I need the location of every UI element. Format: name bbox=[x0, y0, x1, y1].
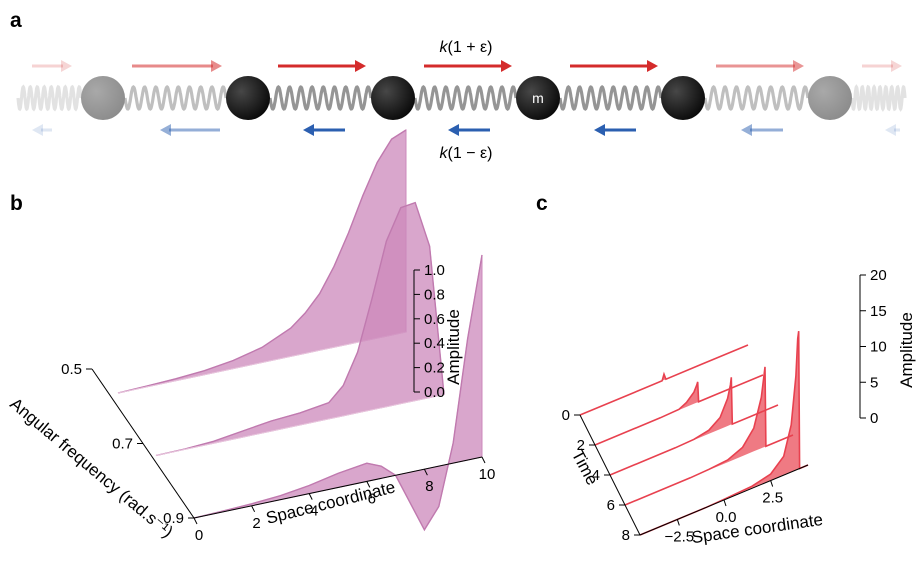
y-tick-label: 0.5 bbox=[61, 361, 82, 378]
z-tick-label: 0.8 bbox=[424, 286, 445, 303]
x-tick-label: 6 bbox=[368, 490, 376, 507]
y-tick-label: 6 bbox=[607, 497, 615, 514]
backward-arrow-head bbox=[741, 124, 752, 136]
y-tick-label: 0.7 bbox=[112, 436, 133, 453]
y-tick-label: 0 bbox=[562, 407, 570, 424]
series-line-3 bbox=[624, 366, 794, 506]
mass-spring-chain: m bbox=[16, 60, 907, 136]
mass-shine bbox=[81, 76, 125, 120]
series-baseline-1 bbox=[155, 394, 445, 456]
series-area-0 bbox=[580, 345, 748, 415]
x-tick-label: 0 bbox=[195, 527, 203, 544]
x-tick bbox=[770, 480, 774, 487]
backward-arrow-head bbox=[448, 124, 459, 136]
panel-c-x-label: Space coordinate bbox=[690, 510, 824, 547]
z-tick-label: 0.4 bbox=[424, 335, 445, 352]
panel-c-label: c bbox=[536, 192, 548, 215]
x-tick bbox=[251, 505, 256, 513]
x-tick bbox=[423, 468, 428, 476]
spring bbox=[413, 85, 518, 111]
y-tick-label: 2 bbox=[577, 437, 585, 454]
x-tick-label: −2.5 bbox=[665, 528, 695, 545]
z-tick-label: 15 bbox=[870, 303, 887, 320]
series-area-3 bbox=[625, 366, 793, 505]
spring bbox=[123, 85, 228, 111]
spring bbox=[558, 84, 663, 112]
y-tick-label: 0.9 bbox=[163, 510, 184, 527]
x-tick bbox=[481, 456, 486, 464]
y-tick-label: 4 bbox=[592, 467, 600, 484]
series-line-2 bbox=[609, 377, 779, 476]
backward-arrow-head bbox=[32, 124, 43, 136]
backward-arrow-head bbox=[303, 124, 314, 136]
x-tick-label: 4 bbox=[310, 503, 318, 520]
z-tick-label: 5 bbox=[870, 374, 878, 391]
series-line-1 bbox=[155, 201, 445, 457]
z-tick-label: 0.0 bbox=[424, 384, 445, 401]
forward-arrow-head bbox=[793, 60, 804, 72]
backward-arrow-head bbox=[594, 124, 605, 136]
forward-arrow-head bbox=[61, 60, 72, 72]
z-tick-label: 10 bbox=[870, 339, 887, 356]
mass-shine bbox=[371, 76, 415, 120]
mass-shine bbox=[516, 76, 560, 120]
x-tick-label: 2.5 bbox=[762, 490, 783, 507]
x-tick bbox=[723, 499, 727, 507]
forward-arrow-head bbox=[647, 60, 658, 72]
spring bbox=[16, 84, 83, 112]
x-tick bbox=[308, 493, 313, 500]
panel-b-y-label: Angular frequency (rad.s⁻¹) bbox=[6, 394, 176, 541]
y-tick-label: 8 bbox=[622, 527, 630, 544]
z-tick-label: 20 bbox=[870, 267, 887, 284]
series-line-0 bbox=[579, 344, 749, 416]
spring bbox=[703, 84, 810, 112]
mass-shine bbox=[661, 76, 705, 120]
panel-a-label: a bbox=[10, 9, 22, 32]
panel-c-z-label: Amplitude bbox=[897, 312, 916, 388]
forward-arrow-head bbox=[211, 60, 222, 72]
z-tick-label: 0.6 bbox=[424, 311, 445, 328]
x-tick-label: 0.0 bbox=[716, 509, 737, 526]
x-tick-label: 2 bbox=[252, 515, 260, 532]
mass-label: m bbox=[532, 90, 544, 106]
spring bbox=[850, 84, 907, 112]
forward-arrow-head bbox=[355, 60, 366, 72]
forward-arrow-head bbox=[501, 60, 512, 72]
backward-arrow-head bbox=[160, 124, 171, 136]
series-line-4 bbox=[639, 330, 809, 536]
mass-shine bbox=[226, 76, 270, 120]
panel-b-chart: 0 2 4 6 8 10 0.5 0.7 0.9 0.0 0.2 0.4 0.6 0.8 1.0 bbox=[61, 129, 496, 544]
forward-arrow-head bbox=[891, 60, 902, 72]
z-tick-label: 1.0 bbox=[424, 262, 445, 279]
backward-arrow-head bbox=[885, 124, 896, 136]
mass-shine bbox=[808, 76, 852, 120]
x-axis-line bbox=[193, 456, 483, 519]
z-tick-label: 0.2 bbox=[424, 360, 445, 377]
x-tick-label: 10 bbox=[479, 466, 496, 483]
z-tick-label: 0 bbox=[870, 410, 878, 427]
series-line-1 bbox=[594, 374, 764, 446]
series-line-0 bbox=[117, 129, 407, 394]
x-tick bbox=[676, 519, 680, 526]
x-tick-label: 8 bbox=[425, 478, 433, 495]
coupling-top-label: k(1 + ε) bbox=[440, 39, 493, 56]
coupling-bottom-label: k(1 − ε) bbox=[440, 145, 493, 162]
panel-b-label: b bbox=[10, 192, 23, 215]
x-tick bbox=[193, 517, 198, 525]
x-tick bbox=[366, 481, 371, 488]
spring bbox=[268, 85, 373, 111]
panel-b-z-label: Amplitude bbox=[444, 309, 463, 385]
